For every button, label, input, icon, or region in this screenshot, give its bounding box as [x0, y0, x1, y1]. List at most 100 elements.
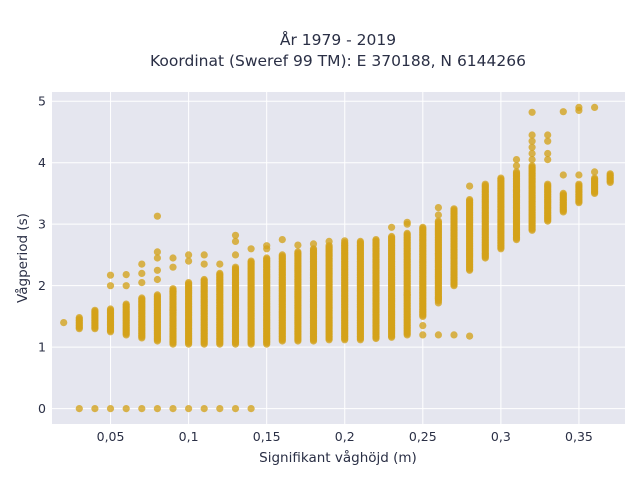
- data-point: [231, 237, 240, 245]
- data-point: [294, 248, 302, 256]
- data-point: [138, 294, 146, 302]
- data-point: [512, 168, 521, 176]
- data-point: [528, 137, 536, 145]
- data-point: [591, 174, 599, 182]
- x-tick-label: 0,25: [409, 429, 437, 444]
- data-point: [263, 242, 271, 250]
- data-point: [388, 223, 396, 231]
- data-point: [200, 275, 208, 284]
- data-points: [60, 103, 614, 413]
- data-point: [419, 322, 427, 330]
- data-point: [309, 240, 318, 248]
- y-tick-label: 3: [38, 217, 46, 232]
- data-point: [106, 305, 115, 313]
- data-point: [106, 282, 115, 290]
- data-point: [263, 254, 271, 262]
- data-point: [60, 319, 68, 327]
- data-point: [200, 260, 208, 268]
- data-point: [122, 271, 130, 279]
- data-point: [216, 260, 224, 268]
- data-point: [434, 204, 442, 212]
- x-axis-title: Signifikant våghöjd (m): [259, 449, 417, 466]
- data-point: [278, 251, 286, 259]
- data-point: [231, 263, 240, 271]
- x-tick-label: 0,05: [97, 429, 125, 444]
- data-point: [325, 237, 333, 245]
- data-point: [403, 229, 411, 237]
- data-point: [512, 156, 521, 164]
- data-point: [185, 405, 193, 413]
- data-point: [388, 232, 396, 241]
- data-point: [91, 405, 99, 413]
- data-point: [169, 405, 177, 413]
- y-tick-label: 1: [38, 340, 46, 355]
- data-point: [91, 306, 99, 314]
- data-point: [528, 156, 536, 164]
- data-point: [512, 186, 521, 194]
- data-point: [231, 405, 240, 413]
- data-point: [528, 143, 536, 151]
- data-point: [153, 291, 161, 299]
- data-point: [75, 405, 83, 413]
- data-point: [122, 300, 130, 308]
- x-tick-label: 0,35: [565, 429, 593, 444]
- data-point: [544, 156, 552, 164]
- data-point: [153, 212, 161, 220]
- y-tick-labels: 0 1 2 3 4 5: [38, 94, 46, 416]
- data-point: [419, 331, 427, 339]
- data-point: [185, 257, 193, 265]
- data-point: [434, 211, 442, 219]
- data-point: [591, 168, 599, 176]
- data-point: [200, 251, 208, 259]
- data-point: [122, 405, 130, 413]
- data-point: [481, 180, 489, 188]
- data-point: [278, 236, 286, 244]
- data-point: [106, 405, 115, 413]
- data-point: [153, 254, 161, 262]
- x-tick-label: 0,15: [253, 429, 281, 444]
- data-point: [185, 251, 193, 259]
- data-point: [434, 331, 442, 339]
- data-point: [434, 217, 442, 225]
- data-point: [153, 405, 161, 413]
- data-point: [247, 245, 255, 253]
- data-point: [216, 405, 224, 413]
- data-point: [216, 269, 224, 277]
- chart-title-line-1: År 1979 - 2019: [280, 30, 396, 49]
- x-tick-label: 0,2: [335, 429, 355, 444]
- data-point: [247, 257, 255, 265]
- data-point: [200, 405, 208, 413]
- data-point: [356, 237, 364, 245]
- x-tick-label: 0,1: [179, 429, 199, 444]
- data-point: [169, 263, 177, 271]
- data-point: [559, 108, 567, 116]
- data-point: [528, 149, 536, 158]
- data-point: [528, 108, 536, 116]
- y-tick-label: 4: [38, 155, 46, 170]
- data-point: [153, 248, 161, 256]
- data-point: [466, 182, 474, 190]
- data-point: [372, 236, 380, 244]
- data-point: [403, 291, 411, 299]
- data-point: [75, 314, 83, 322]
- data-point: [544, 149, 552, 158]
- data-point: [591, 103, 599, 111]
- data-point: [106, 271, 115, 279]
- data-point: [559, 171, 567, 179]
- data-point: [450, 205, 458, 213]
- y-tick-label: 5: [38, 94, 46, 109]
- data-point: [169, 306, 177, 314]
- data-point: [512, 162, 521, 170]
- data-point: [434, 294, 442, 302]
- data-point: [606, 170, 614, 178]
- data-point: [466, 196, 474, 204]
- x-tick-label: 0,3: [491, 429, 511, 444]
- data-point: [575, 171, 583, 179]
- data-point: [528, 131, 536, 139]
- data-point: [231, 251, 240, 259]
- data-point: [138, 405, 146, 413]
- y-axis-title: Vågperiod (s): [14, 213, 31, 303]
- data-point: [231, 231, 240, 239]
- data-point: [544, 131, 552, 139]
